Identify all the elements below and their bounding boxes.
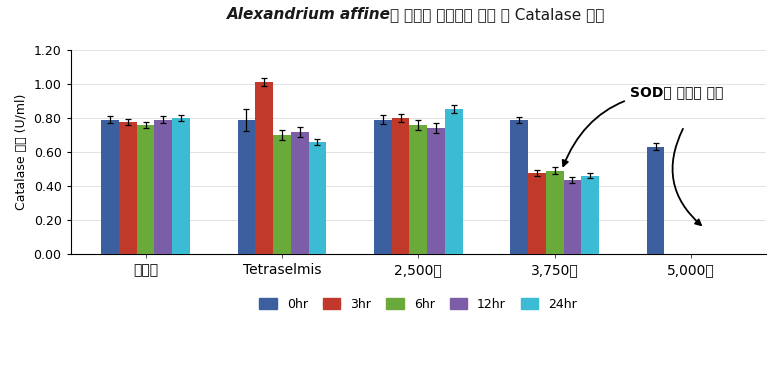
Bar (172, 118, 190, 254)
Bar (546, 171, 564, 254)
Bar (528, 173, 546, 254)
Bar (510, 120, 528, 254)
Bar (392, 118, 409, 254)
Text: SOD와 유사한 양상: SOD와 유사한 양상 (562, 85, 723, 166)
Y-axis label: Catalase 농도 (U/ml): Catalase 농도 (U/ml) (15, 94, 28, 210)
Bar (273, 135, 291, 254)
Bar (137, 125, 155, 254)
Bar (237, 120, 255, 254)
Bar (308, 142, 326, 254)
Bar (119, 122, 137, 254)
Bar (409, 125, 427, 254)
Bar (291, 132, 308, 254)
Bar (427, 128, 445, 254)
Bar (581, 176, 599, 254)
Bar (102, 120, 119, 254)
Bar (647, 147, 665, 254)
Text: Alexandrium affine: Alexandrium affine (226, 7, 390, 22)
Bar (155, 120, 172, 254)
Legend: 0hr, 3hr, 6hr, 12hr, 24hr: 0hr, 3hr, 6hr, 12hr, 24hr (255, 292, 582, 316)
Bar (445, 109, 462, 254)
Bar (255, 82, 273, 254)
Bar (374, 120, 392, 254)
Text: 에 노옵된 말주치의 혁액 중 Catalase 분석: 에 노옵된 말주치의 혁액 중 Catalase 분석 (390, 7, 604, 22)
Bar (564, 180, 581, 254)
